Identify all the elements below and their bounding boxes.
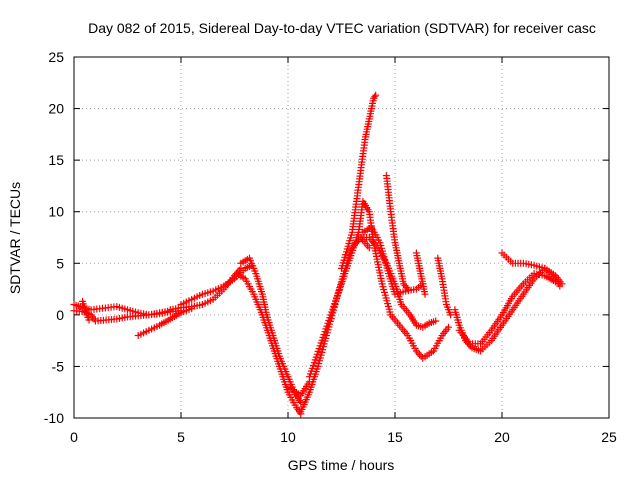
plus-markers <box>79 297 93 324</box>
plus-markers <box>434 254 455 319</box>
x-tick-label: 0 <box>70 429 78 445</box>
y-tick-label: 5 <box>56 255 64 271</box>
plus-markers <box>284 378 313 399</box>
y-tick-label: 25 <box>48 49 64 65</box>
axis-ticks: 0 5 10 15 20 25 -10 -5 0 5 10 15 20 25 <box>44 49 617 445</box>
data-track <box>382 172 412 293</box>
plus-markers <box>233 270 305 418</box>
y-tick-label: 15 <box>48 152 64 168</box>
x-axis-label: GPS time / hours <box>288 457 395 473</box>
data-track <box>233 270 305 418</box>
data-track <box>338 91 380 272</box>
data-track <box>412 249 429 298</box>
data-track <box>284 378 313 399</box>
x-tick-label: 5 <box>177 429 185 445</box>
plus-markers <box>498 249 566 288</box>
plus-markers <box>359 223 427 298</box>
data-track <box>305 197 452 381</box>
y-tick-label: -5 <box>52 358 65 374</box>
data-track <box>455 270 559 348</box>
plus-markers <box>166 264 245 314</box>
x-tick-label: 25 <box>601 429 617 445</box>
y-tick-label: 20 <box>48 101 64 117</box>
data-track <box>166 264 245 314</box>
plus-markers <box>382 172 412 293</box>
data-track <box>359 223 427 298</box>
plus-markers <box>297 234 373 416</box>
plus-markers <box>412 249 429 298</box>
data-track <box>79 297 93 324</box>
grid-lines <box>74 57 609 418</box>
data-track <box>134 305 196 339</box>
data-series <box>70 91 566 418</box>
plot-frame <box>73 56 610 419</box>
chart-title: Day 082 of 2015, Sidereal Day-to-day VTE… <box>88 20 596 36</box>
plus-markers <box>305 197 452 381</box>
data-track <box>498 249 566 288</box>
x-tick-label: 20 <box>494 429 510 445</box>
data-track <box>297 234 373 416</box>
plus-markers <box>134 305 196 339</box>
x-tick-label: 10 <box>280 429 296 445</box>
y-axis-label: SDTVAR / TECUs <box>7 182 23 294</box>
plus-markers <box>338 91 380 272</box>
y-tick-label: 10 <box>48 204 64 220</box>
data-track <box>434 254 455 319</box>
x-tick-label: 15 <box>387 429 403 445</box>
y-tick-label: 0 <box>56 307 64 323</box>
plus-markers <box>455 270 559 348</box>
y-tick-label: -10 <box>44 410 64 426</box>
